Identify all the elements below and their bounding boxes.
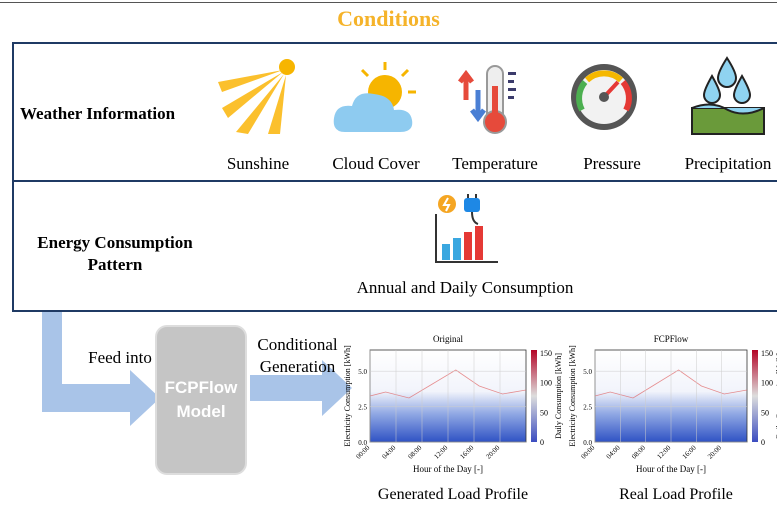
- colorbar-tick-label: 150: [540, 349, 552, 358]
- x-tick-label: 00:00: [354, 443, 371, 460]
- trace: [594, 369, 748, 399]
- weather-item: Sunshine: [226, 154, 290, 173]
- conditions-box: [12, 42, 777, 312]
- energy-label: Energy Consumption Pattern: [37, 233, 193, 275]
- x-axis-label: Hour of the Day [-]: [636, 464, 706, 474]
- generation-label: Conditional Generation: [257, 335, 338, 377]
- temperature-icon: [458, 65, 516, 134]
- x-tick-label: 08:00: [630, 443, 647, 460]
- trace: [369, 369, 527, 399]
- colorbar-label: Daily Consumption [kWh]: [775, 353, 777, 439]
- colorbar-tick-label: 50: [761, 408, 769, 417]
- y-tick-label: 5.0: [358, 368, 367, 376]
- x-tick-label: 16:00: [681, 443, 698, 460]
- x-tick-label: 12:00: [655, 443, 672, 460]
- x-tick-label: 20:00: [706, 443, 723, 460]
- feed-arrow: [42, 312, 160, 426]
- y-axis-label: Electricity Consumption [kWh]: [568, 345, 577, 447]
- colorbar-tick-label: 0: [761, 438, 765, 447]
- plot-caption: Generated Load Profile: [378, 486, 528, 503]
- title: Conditions: [337, 6, 440, 31]
- x-tick-label: 04:00: [605, 443, 622, 460]
- weather-label: Weather Information: [20, 104, 176, 123]
- divider: [12, 180, 777, 182]
- generation-arrow: [250, 360, 352, 416]
- plot-title: Original: [433, 334, 463, 344]
- y-tick-label: 2.5: [583, 404, 592, 412]
- feed-label: Feed into: [88, 348, 152, 367]
- colorbar-tick-label: 100: [761, 379, 773, 388]
- y-tick-label: 2.5: [358, 404, 367, 412]
- plot-title: FCPFlow: [654, 334, 689, 344]
- weather-item: Temperature: [452, 154, 538, 173]
- x-tick-label: 04:00: [380, 443, 397, 460]
- sunshine-icon: [218, 59, 295, 134]
- y-axis-label: Electricity Consumption [kWh]: [343, 345, 352, 447]
- model-box: FCPFlow Model: [155, 325, 247, 475]
- x-tick-label: 20:00: [484, 443, 501, 460]
- pressure-icon: [571, 64, 637, 130]
- cloud-icon: [333, 62, 416, 132]
- y-tick-label: 5.0: [583, 368, 592, 376]
- colorbar-tick-label: 100: [540, 379, 552, 388]
- energy-item: Annual and Daily Consumption: [356, 278, 574, 297]
- x-tick-label: 16:00: [458, 443, 475, 460]
- x-tick-label: 12:00: [432, 443, 449, 460]
- x-tick-label: 00:00: [579, 443, 596, 460]
- colorbar: [531, 350, 537, 442]
- colorbar-label: Daily Consumption [kWh]: [554, 353, 563, 439]
- colorbar-tick-label: 0: [540, 438, 544, 447]
- weather-item: Precipitation: [684, 154, 772, 173]
- colorbar: [752, 350, 758, 442]
- x-axis-label: Hour of the Day [-]: [413, 464, 483, 474]
- weather-item: Cloud Cover: [332, 154, 420, 173]
- y-tick-label: 0.0: [583, 439, 592, 447]
- colorbar-tick-label: 50: [540, 408, 548, 417]
- top-rule: [0, 2, 777, 3]
- colorbar-tick-label: 150: [761, 349, 773, 358]
- plot-caption: Real Load Profile: [619, 486, 733, 503]
- weather-item: Pressure: [583, 154, 641, 173]
- y-tick-label: 0.0: [358, 439, 367, 447]
- x-tick-label: 08:00: [406, 443, 423, 460]
- precipitation-icon: [691, 56, 765, 135]
- energy-icon: [435, 194, 498, 263]
